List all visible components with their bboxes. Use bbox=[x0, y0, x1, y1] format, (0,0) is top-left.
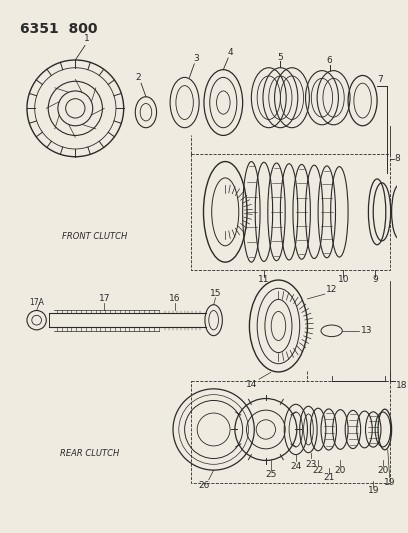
Text: 24: 24 bbox=[290, 462, 302, 471]
Text: 11: 11 bbox=[258, 275, 270, 284]
Text: 3: 3 bbox=[193, 53, 199, 62]
Text: 22: 22 bbox=[313, 466, 324, 474]
Text: 8: 8 bbox=[395, 154, 400, 163]
Text: 26: 26 bbox=[198, 481, 210, 490]
Text: 6: 6 bbox=[327, 56, 333, 66]
Text: 10: 10 bbox=[337, 275, 349, 284]
Text: 7: 7 bbox=[377, 75, 383, 84]
Text: 19: 19 bbox=[384, 478, 395, 487]
Text: 4: 4 bbox=[227, 48, 233, 56]
Text: 6351  800: 6351 800 bbox=[20, 22, 98, 36]
Text: 14: 14 bbox=[246, 379, 257, 389]
Text: 18: 18 bbox=[395, 382, 407, 391]
Text: 20: 20 bbox=[377, 466, 388, 474]
Text: 21: 21 bbox=[323, 473, 335, 482]
Text: 17: 17 bbox=[99, 294, 110, 303]
Text: 20: 20 bbox=[335, 466, 346, 474]
Bar bbox=[191, 154, 390, 270]
Text: 5: 5 bbox=[277, 53, 283, 62]
Text: 19: 19 bbox=[368, 486, 379, 495]
Bar bbox=[191, 381, 390, 483]
Text: 13: 13 bbox=[361, 326, 372, 335]
Text: 15: 15 bbox=[210, 288, 221, 297]
Text: 16: 16 bbox=[169, 294, 181, 303]
Text: 1: 1 bbox=[84, 34, 90, 43]
Text: 17A: 17A bbox=[29, 298, 44, 307]
Text: FRONT CLUTCH: FRONT CLUTCH bbox=[62, 231, 127, 240]
Text: 23: 23 bbox=[306, 460, 317, 469]
Text: 9: 9 bbox=[372, 275, 378, 284]
Text: REAR CLUTCH: REAR CLUTCH bbox=[60, 449, 120, 458]
Text: 2: 2 bbox=[135, 73, 141, 82]
Text: 25: 25 bbox=[265, 471, 276, 480]
Text: 12: 12 bbox=[326, 285, 337, 294]
